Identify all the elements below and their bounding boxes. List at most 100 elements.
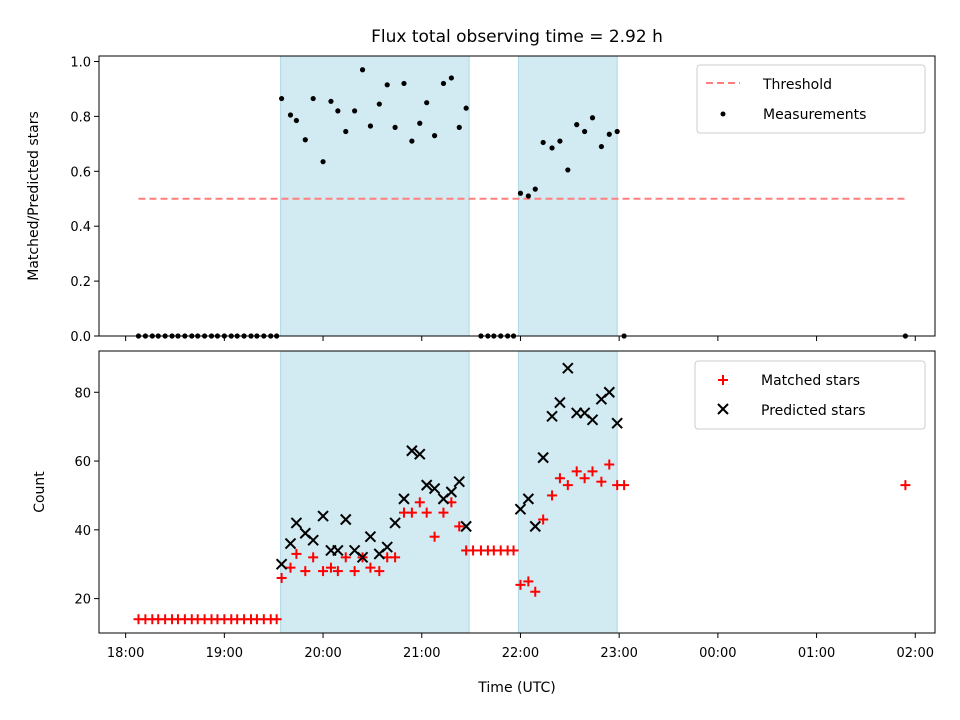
bottom-y-tick-label: 80	[74, 386, 91, 401]
predicted-star-point	[529, 520, 541, 533]
predicted-star-point	[381, 541, 393, 553]
matched-star-point	[340, 552, 351, 563]
matched-star-point	[604, 459, 615, 470]
measurement-point	[589, 115, 596, 121]
matched-star-point	[291, 548, 302, 559]
predicted-legend-marker	[717, 403, 729, 415]
bottom-y-axis-label: Count	[32, 471, 48, 513]
predicted-star-point	[445, 486, 458, 498]
measurement-point	[598, 143, 604, 150]
matched-star-point	[587, 466, 598, 477]
measurement-point	[456, 124, 462, 130]
measurement-point	[417, 120, 423, 126]
measurement-point	[549, 145, 555, 151]
matched-star-point	[332, 566, 343, 577]
measurement-point	[606, 131, 612, 137]
top-legend-box	[696, 64, 926, 134]
top-panel-frame	[98, 55, 936, 337]
measurement-point	[287, 112, 294, 118]
bottom-y-tick-label: 40	[74, 524, 91, 539]
measurement-point	[335, 108, 341, 114]
predicted-star-point	[460, 520, 472, 533]
x-tick-label: 18:00	[107, 646, 144, 661]
x-tick-label: 23:00	[600, 646, 637, 661]
bottom-observing-window-2	[517, 350, 618, 634]
matched-star-point	[374, 566, 385, 577]
predicted-star-point	[611, 417, 623, 429]
measurement-point	[392, 124, 398, 130]
x-axis-label: Time (UTC)	[477, 680, 555, 696]
matched-star-point	[429, 531, 440, 542]
predicted-star-point	[537, 451, 549, 464]
predicted-star-point	[522, 493, 535, 505]
bottom-y-tick-label: 60	[74, 455, 91, 470]
bottom-y-tick-label: 20	[74, 593, 91, 608]
matched-star-point	[325, 562, 336, 573]
matched-star-point	[596, 476, 607, 487]
predicted-star-point	[546, 410, 558, 423]
matched-star-point	[285, 562, 296, 573]
matched-star-point	[406, 507, 417, 518]
matched-star-point	[530, 586, 541, 597]
predicted-star-point	[420, 479, 433, 491]
matched-star-point	[454, 521, 465, 532]
predicted-star-point	[290, 517, 303, 529]
measurement-point	[359, 67, 366, 73]
matched-star-point	[508, 545, 519, 556]
bottom-panel: 20 40 60 80 18:00 19:00 20:00 21:00 22:00 23:00 0…	[32, 350, 936, 696]
bottom-panel-frame	[98, 350, 936, 634]
matched-star-point	[547, 490, 558, 501]
matched-star-point	[414, 497, 425, 508]
matched-star-point	[562, 480, 573, 491]
measurement-point	[440, 80, 447, 87]
predicted-star-point	[428, 482, 441, 495]
top-y-tick-label: 1.0	[70, 55, 91, 70]
matched-star-point	[523, 576, 534, 587]
matched-star-point	[300, 566, 311, 577]
predicted-star-point	[275, 558, 288, 570]
measurement-point	[574, 122, 580, 128]
predicted-star-point	[554, 396, 566, 409]
measurement-point	[302, 137, 308, 143]
measurement-point	[424, 100, 430, 106]
predicted-star-point	[414, 448, 426, 460]
matched-star-point	[271, 614, 282, 625]
measurement-point	[557, 138, 563, 144]
predicted-star-point	[340, 513, 352, 526]
top-y-tick-label: 0.2	[70, 275, 91, 290]
matched-star-point	[421, 507, 432, 518]
measurement-point	[525, 193, 531, 199]
top-observing-window-2	[517, 55, 618, 337]
predicted-star-point	[332, 544, 344, 557]
bottom-legend-box	[694, 360, 926, 430]
measurement-point	[367, 123, 374, 129]
predicted-star-point	[317, 510, 329, 522]
measurement-point	[409, 138, 415, 144]
matched-star-point	[571, 466, 582, 477]
measurement-point	[517, 190, 524, 196]
x-tick-label: 19:00	[206, 646, 243, 661]
matched-star-point	[438, 507, 449, 518]
measurement-point	[384, 82, 390, 88]
top-observing-window-1	[280, 55, 470, 337]
predicted-star-point	[586, 414, 599, 426]
matched-star-point	[365, 562, 376, 573]
matched-star-point	[619, 480, 630, 491]
measurements-legend-marker	[720, 111, 726, 117]
x-tick-label: 22:00	[502, 646, 539, 661]
matched-star-point	[900, 480, 911, 491]
top-panel: 0.0 0.2 0.4 0.6 0.8 1.0 Matched/Predicted sta…	[26, 55, 936, 345]
predicted-star-point	[603, 386, 615, 398]
measurement-point	[328, 98, 334, 104]
matched-legend-marker	[718, 375, 728, 385]
predicted-star-point	[398, 493, 410, 505]
measurement-point	[376, 101, 382, 107]
matched-star-point	[390, 552, 401, 563]
matched-star-point	[538, 514, 549, 525]
measurement-point	[352, 108, 358, 114]
measurement-point	[448, 75, 454, 81]
matched-star-point	[579, 473, 590, 484]
bottom-legend: Matched stars Predicted stars	[694, 360, 926, 430]
bottom-observing-window-1	[280, 350, 470, 634]
matched-star-point	[349, 566, 360, 577]
